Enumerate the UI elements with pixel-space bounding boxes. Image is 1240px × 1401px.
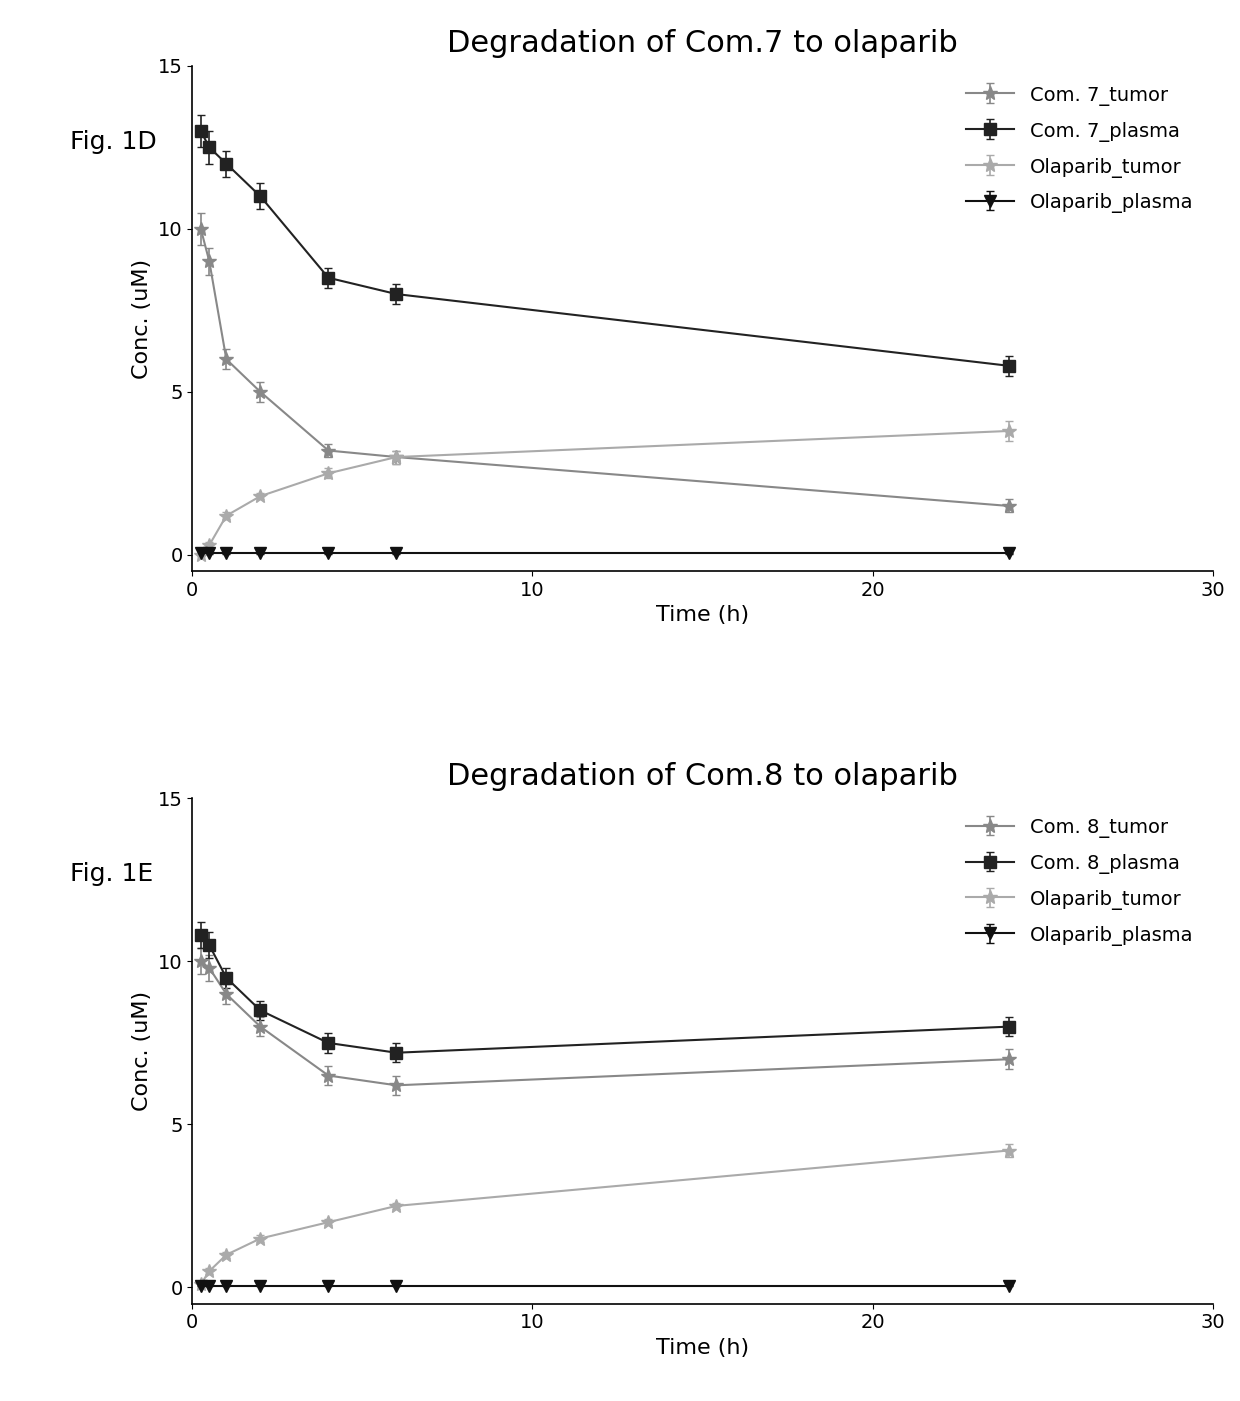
Legend: Com. 8_tumor, Com. 8_plasma, Olaparib_tumor, Olaparib_plasma: Com. 8_tumor, Com. 8_plasma, Olaparib_tu…	[956, 808, 1203, 955]
X-axis label: Time (h): Time (h)	[656, 1338, 749, 1358]
Title: Degradation of Com.8 to olaparib: Degradation of Com.8 to olaparib	[448, 762, 959, 790]
X-axis label: Time (h): Time (h)	[656, 605, 749, 625]
Y-axis label: Conc. (uM): Conc. (uM)	[133, 258, 153, 378]
Legend: Com. 7_tumor, Com. 7_plasma, Olaparib_tumor, Olaparib_plasma: Com. 7_tumor, Com. 7_plasma, Olaparib_tu…	[956, 76, 1203, 223]
Y-axis label: Conc. (uM): Conc. (uM)	[133, 991, 153, 1111]
Title: Degradation of Com.7 to olaparib: Degradation of Com.7 to olaparib	[448, 29, 957, 57]
Text: Fig. 1E: Fig. 1E	[69, 862, 153, 887]
Text: Fig. 1D: Fig. 1D	[69, 130, 156, 154]
